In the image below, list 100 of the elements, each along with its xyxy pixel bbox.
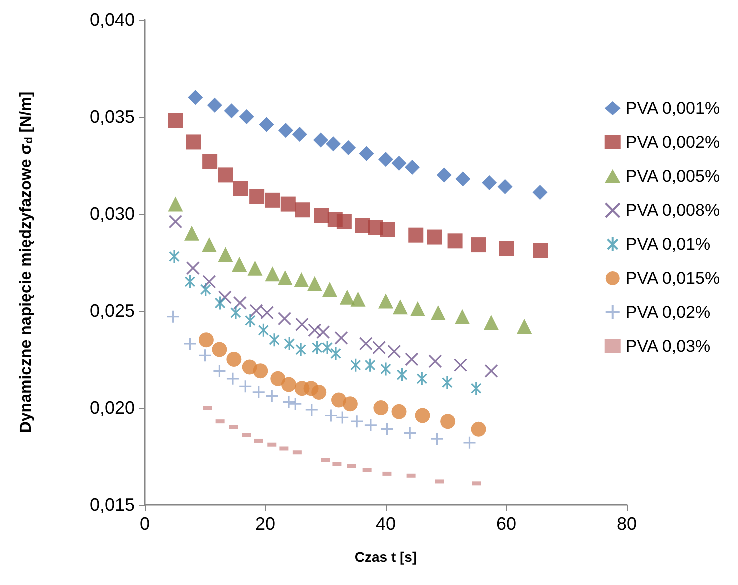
point xyxy=(296,342,306,358)
x-tick-label: 20 xyxy=(255,514,276,534)
point xyxy=(408,228,424,243)
point xyxy=(280,196,296,212)
point xyxy=(265,390,279,404)
point xyxy=(282,377,296,392)
x-tick-label: 40 xyxy=(376,514,396,534)
point xyxy=(218,290,232,304)
point xyxy=(233,296,247,310)
point xyxy=(226,352,242,367)
point xyxy=(250,189,265,204)
point xyxy=(334,331,348,345)
point xyxy=(380,362,392,376)
point xyxy=(295,318,310,332)
legend-label: PVA 0,01% xyxy=(626,235,711,254)
x-tick-label: 80 xyxy=(616,514,638,534)
point xyxy=(326,136,342,152)
point xyxy=(341,140,356,156)
point xyxy=(455,309,470,324)
point xyxy=(212,342,228,358)
point xyxy=(232,256,248,272)
point xyxy=(282,395,296,409)
point xyxy=(239,110,254,124)
point xyxy=(166,310,180,324)
point xyxy=(471,422,486,437)
point xyxy=(224,104,240,119)
point xyxy=(405,352,419,366)
point xyxy=(168,214,183,229)
point xyxy=(202,154,218,170)
point xyxy=(374,400,389,416)
point xyxy=(313,132,328,148)
point xyxy=(305,403,319,417)
point xyxy=(456,172,471,187)
point xyxy=(288,397,302,411)
point xyxy=(359,337,373,351)
point xyxy=(292,126,308,142)
point xyxy=(396,368,408,382)
point xyxy=(440,414,456,430)
point xyxy=(380,222,396,238)
point xyxy=(470,381,482,396)
point xyxy=(316,326,330,340)
point xyxy=(427,230,442,245)
point xyxy=(482,175,498,190)
point xyxy=(238,380,252,394)
point xyxy=(258,323,270,338)
point xyxy=(448,234,463,249)
point xyxy=(259,117,274,132)
point xyxy=(378,294,394,309)
y-tick-label: 0,030 xyxy=(90,204,135,224)
point xyxy=(350,358,362,373)
point xyxy=(322,340,333,356)
point xyxy=(350,292,366,307)
point xyxy=(265,192,280,208)
point xyxy=(184,226,200,241)
point xyxy=(332,392,347,408)
point xyxy=(498,179,513,194)
point xyxy=(226,372,240,386)
point xyxy=(230,306,242,320)
point xyxy=(168,113,184,128)
point xyxy=(244,313,256,328)
y-tick-label: 0,035 xyxy=(90,107,135,127)
point xyxy=(186,134,202,150)
point xyxy=(269,332,280,348)
point xyxy=(198,348,212,362)
point xyxy=(322,282,338,298)
x-axis-title: Czas t [s] xyxy=(354,549,418,565)
point xyxy=(350,414,364,428)
point xyxy=(207,98,222,113)
legend-label: PVA 0,02% xyxy=(626,303,711,322)
point xyxy=(436,168,452,183)
point xyxy=(372,341,386,355)
point xyxy=(415,408,430,424)
point xyxy=(355,218,370,234)
point xyxy=(392,404,407,420)
point xyxy=(392,300,408,315)
y-tick-label: 0,025 xyxy=(90,301,135,321)
point xyxy=(462,436,477,450)
point xyxy=(168,196,184,212)
point xyxy=(308,324,322,338)
point xyxy=(284,336,296,352)
point xyxy=(336,410,350,424)
point xyxy=(248,260,263,276)
y-tick-label: 0,020 xyxy=(90,398,135,418)
point xyxy=(307,276,322,292)
point xyxy=(184,274,196,290)
point xyxy=(324,408,338,423)
point xyxy=(484,315,499,330)
point xyxy=(430,432,444,446)
point xyxy=(218,247,234,262)
point xyxy=(188,90,204,106)
point xyxy=(499,241,514,256)
point xyxy=(212,364,227,378)
x-tick-label: 60 xyxy=(496,514,517,534)
point xyxy=(336,214,352,230)
point xyxy=(202,238,217,253)
point xyxy=(233,181,248,196)
point xyxy=(186,262,200,276)
point xyxy=(364,418,378,432)
point xyxy=(314,208,330,224)
legend-label: PVA 0,008% xyxy=(626,201,720,220)
